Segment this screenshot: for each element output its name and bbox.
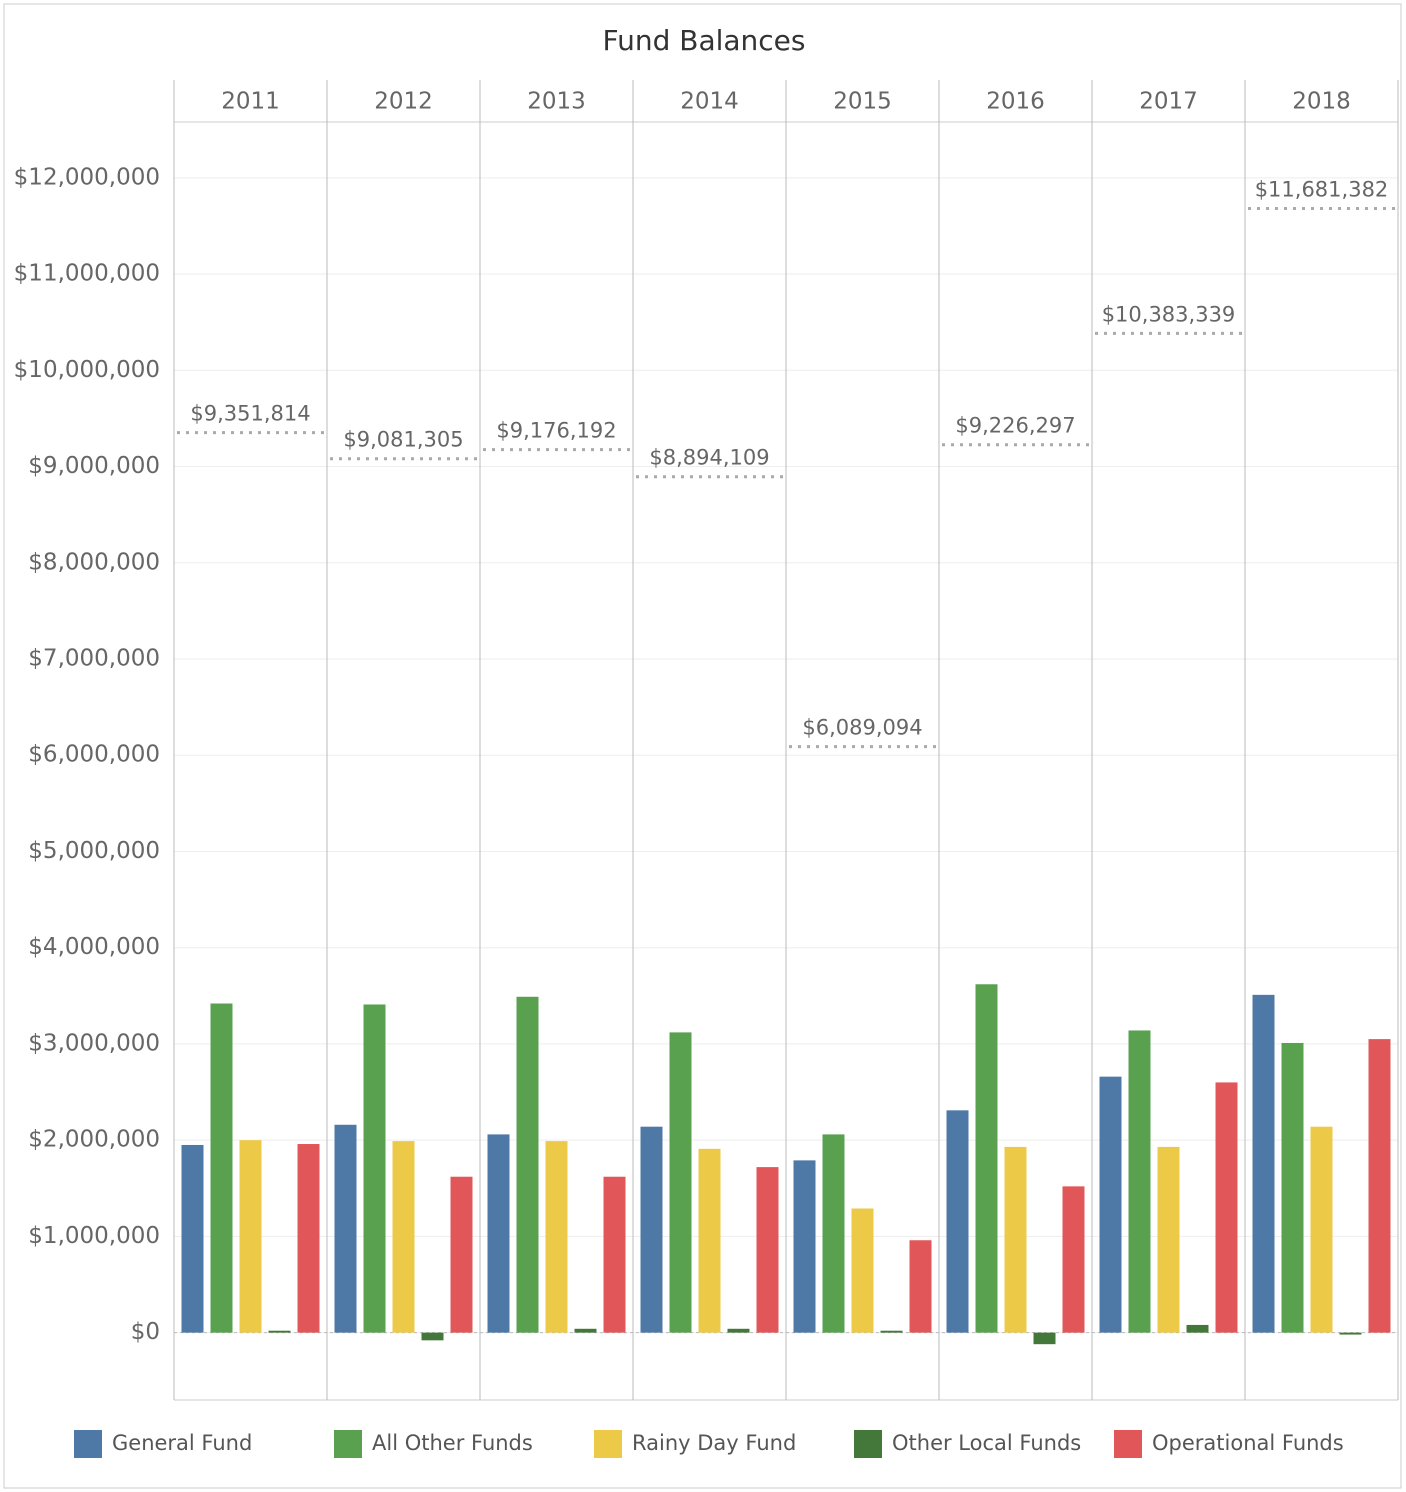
y-tick-label: $10,000,000 bbox=[14, 357, 160, 383]
bar bbox=[1004, 1146, 1027, 1333]
bar bbox=[421, 1332, 444, 1341]
bar bbox=[1215, 1082, 1238, 1333]
y-tick-label: $6,000,000 bbox=[28, 742, 160, 768]
bar bbox=[909, 1240, 932, 1333]
total-label: $9,081,305 bbox=[343, 428, 463, 452]
bar bbox=[516, 996, 539, 1333]
bar bbox=[822, 1134, 845, 1333]
x-tick-label: 2015 bbox=[833, 89, 892, 115]
bar bbox=[669, 1032, 692, 1333]
x-tick-label: 2018 bbox=[1292, 89, 1351, 115]
y-tick-label: $2,000,000 bbox=[28, 1127, 160, 1153]
bar bbox=[1281, 1042, 1304, 1333]
bar bbox=[363, 1004, 386, 1333]
total-label: $9,176,192 bbox=[496, 419, 616, 443]
bar bbox=[1310, 1126, 1333, 1333]
bar bbox=[334, 1124, 357, 1333]
x-tick-label: 2013 bbox=[527, 89, 586, 115]
bar bbox=[297, 1144, 320, 1333]
bar bbox=[1128, 1030, 1151, 1333]
bar bbox=[1186, 1324, 1209, 1333]
bar bbox=[756, 1167, 779, 1333]
bar bbox=[239, 1140, 262, 1333]
bar bbox=[268, 1330, 291, 1333]
y-tick-label: $11,000,000 bbox=[14, 261, 160, 287]
total-label: $6,089,094 bbox=[802, 716, 922, 740]
bar bbox=[880, 1330, 903, 1333]
x-tick-label: 2017 bbox=[1139, 89, 1198, 115]
total-label: $9,226,297 bbox=[955, 414, 1075, 438]
bar bbox=[1099, 1076, 1122, 1333]
y-tick-label: $12,000,000 bbox=[14, 164, 160, 190]
x-tick-label: 2011 bbox=[221, 89, 280, 115]
total-label: $9,351,814 bbox=[190, 402, 310, 426]
legend-label: Rainy Day Fund bbox=[632, 1431, 796, 1455]
bar bbox=[1157, 1146, 1180, 1333]
legend-swatch bbox=[854, 1430, 882, 1458]
legend-swatch bbox=[334, 1430, 362, 1458]
bar bbox=[1033, 1332, 1056, 1345]
bar bbox=[392, 1141, 415, 1333]
bar bbox=[450, 1176, 473, 1333]
y-tick-label: $3,000,000 bbox=[28, 1030, 160, 1056]
bar bbox=[603, 1176, 626, 1333]
y-tick-label: $9,000,000 bbox=[28, 453, 160, 479]
bar bbox=[975, 984, 998, 1333]
bar bbox=[946, 1110, 969, 1333]
x-tick-label: 2016 bbox=[986, 89, 1045, 115]
legend-swatch bbox=[594, 1430, 622, 1458]
bar bbox=[698, 1148, 721, 1333]
bar bbox=[1339, 1332, 1362, 1335]
bar bbox=[1368, 1039, 1391, 1333]
x-tick-label: 2012 bbox=[374, 89, 433, 115]
total-label: $11,681,382 bbox=[1255, 177, 1389, 201]
legend-label: All Other Funds bbox=[372, 1431, 533, 1455]
legend-label: Other Local Funds bbox=[892, 1431, 1081, 1455]
y-tick-label: $8,000,000 bbox=[28, 549, 160, 575]
total-label: $10,383,339 bbox=[1102, 302, 1236, 326]
bar bbox=[545, 1141, 568, 1333]
bar bbox=[727, 1328, 750, 1333]
chart-title: Fund Balances bbox=[603, 24, 806, 57]
bar bbox=[487, 1134, 510, 1333]
bar bbox=[210, 1003, 233, 1333]
y-tick-label: $1,000,000 bbox=[28, 1223, 160, 1249]
legend-label: General Fund bbox=[112, 1431, 252, 1455]
total-label: $8,894,109 bbox=[649, 446, 769, 470]
bar bbox=[1062, 1186, 1085, 1333]
bar bbox=[574, 1328, 597, 1333]
y-tick-label: $5,000,000 bbox=[28, 838, 160, 864]
bar bbox=[793, 1160, 816, 1333]
y-tick-label: $4,000,000 bbox=[28, 934, 160, 960]
y-tick-label: $0 bbox=[131, 1319, 160, 1345]
bar bbox=[1252, 994, 1275, 1333]
x-tick-label: 2014 bbox=[680, 89, 739, 115]
y-tick-label: $7,000,000 bbox=[28, 645, 160, 671]
bar bbox=[181, 1144, 204, 1333]
legend-swatch bbox=[74, 1430, 102, 1458]
bar bbox=[640, 1126, 663, 1333]
bar bbox=[851, 1208, 874, 1333]
legend-label: Operational Funds bbox=[1152, 1431, 1344, 1455]
legend-swatch bbox=[1114, 1430, 1142, 1458]
frame bbox=[3, 3, 1402, 1489]
